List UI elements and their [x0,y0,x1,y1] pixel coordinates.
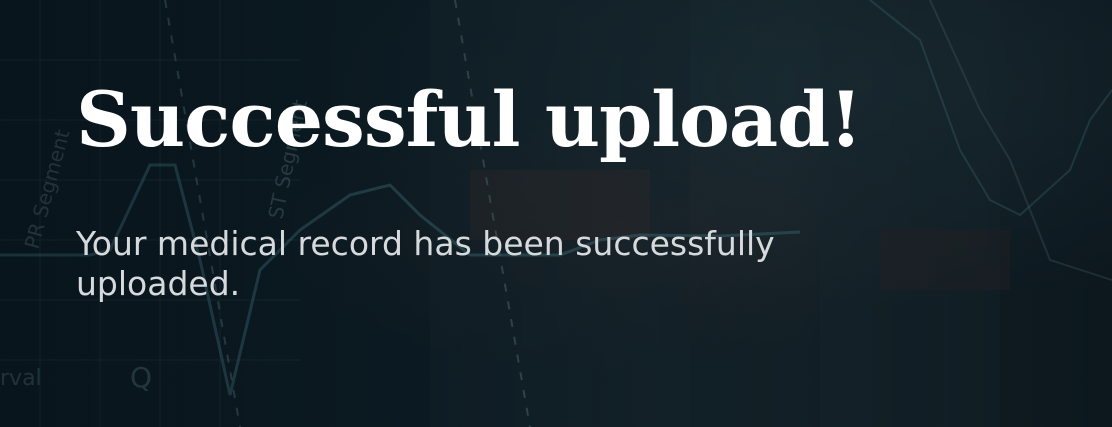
success-message: Your medical record has been successfull… [76,224,775,303]
page-title: Successful upload! [76,75,863,164]
